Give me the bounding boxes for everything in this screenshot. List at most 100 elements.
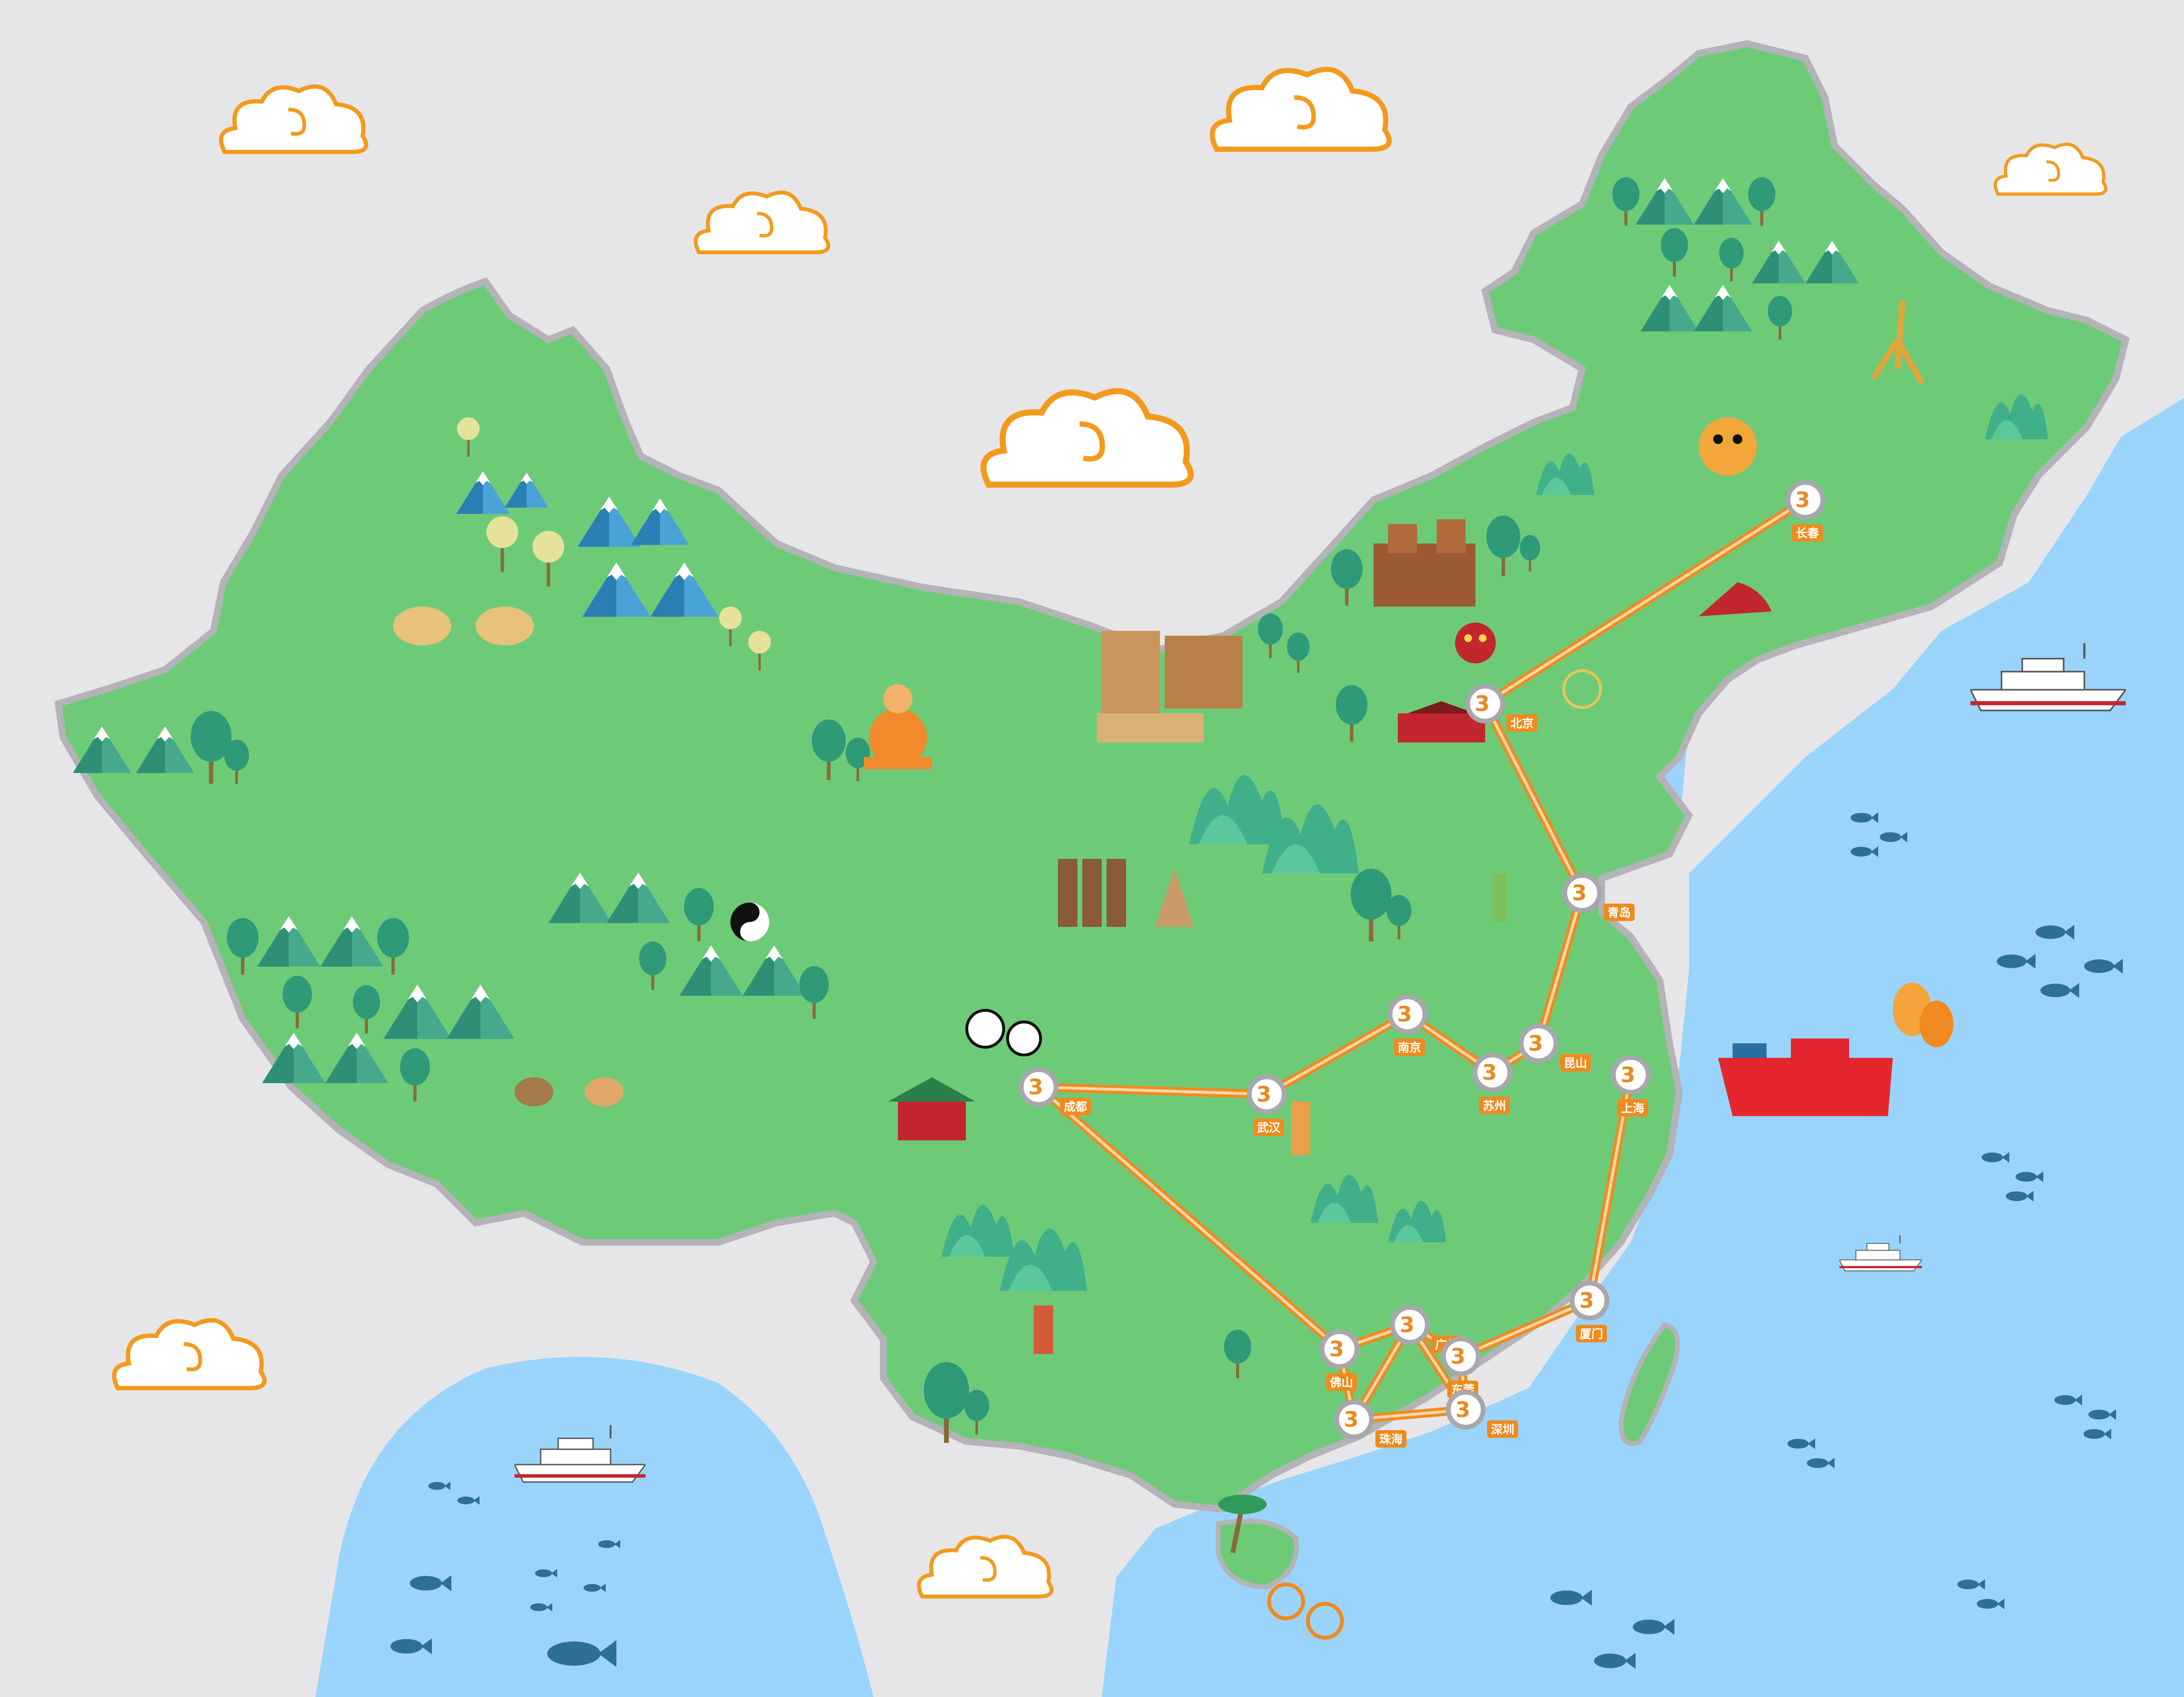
temple-icon (888, 1077, 976, 1140)
city-node-beijing[interactable]: 3 北京 (1465, 684, 1538, 732)
route-line-inner (1265, 1013, 1409, 1096)
route-line-inner (1537, 891, 1584, 1045)
city-label: 北京 (1510, 717, 1534, 730)
cloud-icon (1212, 69, 1389, 149)
city-node-xiamen[interactable]: 3 厦门 (1570, 1281, 1609, 1342)
cloud-icon (919, 1537, 1051, 1597)
balloon-icon (1893, 983, 1953, 1047)
node-glyph: 3 (1397, 1002, 1412, 1027)
node-ring (1473, 1053, 1512, 1092)
node-ring (1611, 1055, 1651, 1095)
tiananmen-icon (1398, 701, 1485, 742)
node-ring (1334, 1400, 1374, 1439)
city-node-chengdu[interactable]: 3 成都 (1019, 1067, 1091, 1115)
node-glyph: 3 (1451, 1344, 1466, 1369)
node-ring (1247, 1074, 1287, 1114)
node-glyph: 3 (1621, 1063, 1636, 1087)
city-node-shenzhen[interactable]: 3 深圳 (1446, 1390, 1518, 1438)
node-glyph: 3 (1456, 1398, 1471, 1422)
node-glyph: 3 (1028, 1075, 1043, 1100)
route-line-inner (1459, 1299, 1591, 1358)
city-nodes: 3长春3北京3青岛3南京3昆山3苏州3上海3成都3武汉3厦门3广州3佛山3东莞3… (1019, 480, 1825, 1448)
node-ring (1446, 1390, 1486, 1430)
city-node-foshan[interactable]: 3 佛山 (1320, 1329, 1359, 1391)
city-label-bg (1506, 714, 1538, 732)
node-ring (1019, 1067, 1059, 1107)
city-node-qingdao[interactable]: 3 青岛 (1562, 873, 1635, 921)
route-line-inner (1037, 1086, 1341, 1351)
node-glyph: 3 (1482, 1060, 1497, 1085)
city-label-bg (1253, 1119, 1284, 1136)
city-label-bg (1479, 1097, 1510, 1114)
node-ring (1441, 1336, 1481, 1376)
node-glyph: 3 (1344, 1407, 1359, 1432)
city-node-zhuhai[interactable]: 3 珠海 (1334, 1400, 1406, 1448)
node-glyph: 3 (1329, 1337, 1344, 1362)
yin-yang-icon (730, 903, 769, 941)
city-label: 南京 (1398, 1041, 1421, 1054)
city-label-bg (1326, 1373, 1357, 1391)
node-glyph: 3 (1528, 1031, 1543, 1056)
node-ring (1465, 684, 1505, 724)
node-ring (1390, 1305, 1430, 1345)
node-glyph: 3 (1400, 1313, 1415, 1337)
cloud-icon (221, 86, 366, 152)
city-label-bg (1792, 524, 1823, 542)
goat-icon (514, 1077, 624, 1106)
node-glyph: 3 (1475, 692, 1490, 716)
panda-icon (965, 1009, 1042, 1056)
node-glyph: 3 (1795, 488, 1810, 512)
city-label: 厦门 (1580, 1327, 1603, 1341)
cloud-icon (1995, 144, 2106, 194)
buddha-icon (864, 684, 932, 769)
cloud-icon (983, 391, 1191, 485)
east-sea (1102, 398, 2184, 1697)
taiwan-island (1618, 1322, 1680, 1446)
node-ring (1519, 1023, 1558, 1063)
tiger-icon (1699, 417, 1757, 476)
city-node-shanghai[interactable]: 3 上海 (1611, 1055, 1651, 1117)
camel-icon (393, 607, 534, 645)
route-line-inner (1484, 702, 1584, 894)
route-line-inner (1037, 1086, 1268, 1096)
terracotta-warriors-icon (1058, 859, 1194, 927)
city-node-nanjing[interactable]: 3 南京 (1388, 994, 1427, 1056)
city-label-bg (1375, 1430, 1406, 1448)
hainan-island (1216, 1518, 1299, 1590)
city-label: 青岛 (1607, 906, 1631, 920)
ginseng-icon (1870, 300, 1925, 385)
city-label-bg (1604, 904, 1635, 921)
cargo-ship-icon (1718, 1038, 1893, 1116)
city-label: 武汉 (1257, 1121, 1281, 1135)
city-label-bg (1060, 1098, 1091, 1115)
route-line-inner (1484, 498, 1807, 705)
node-glyph: 3 (1579, 1288, 1594, 1313)
city-label: 成都 (1064, 1100, 1087, 1114)
city-label: 佛山 (1329, 1376, 1353, 1389)
node-ring (1786, 480, 1825, 520)
city-label-bg (1617, 1099, 1648, 1117)
city-label: 上海 (1621, 1102, 1644, 1115)
bay-of-bengal (315, 1357, 874, 1697)
city-label-bg (1394, 1038, 1425, 1056)
city-label: 长春 (1796, 527, 1819, 540)
ferris-wheel-icon (1562, 669, 1602, 709)
city-label-bg (1576, 1325, 1607, 1342)
china-land (54, 40, 2130, 1513)
city-label-bg (1487, 1420, 1518, 1438)
city-node-wuhan[interactable]: 3 武汉 (1247, 1074, 1287, 1136)
city-node-suzhou[interactable]: 3 苏州 (1473, 1053, 1512, 1114)
node-ring (1570, 1281, 1609, 1320)
pagoda-icon (1034, 1102, 1310, 1354)
node-glyph: 3 (1572, 881, 1587, 906)
city-node-dongguan[interactable]: 3东莞 (1441, 1336, 1481, 1398)
city-label: 深圳 (1491, 1423, 1514, 1436)
city-node-kunshan[interactable]: 3 昆山 (1519, 1023, 1591, 1071)
swimmers-icon (1267, 1582, 1344, 1640)
city-label: 苏州 (1483, 1099, 1506, 1113)
city-node-changchun[interactable]: 3 长春 (1786, 480, 1825, 542)
palm-tree-icon (1218, 1495, 1267, 1553)
fan-icon (1699, 582, 1771, 616)
